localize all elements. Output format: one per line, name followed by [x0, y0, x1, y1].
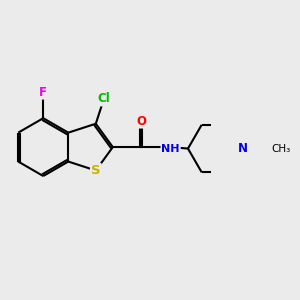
Text: CH₃: CH₃ — [271, 144, 290, 154]
Text: O: O — [137, 115, 147, 128]
Text: N: N — [238, 142, 248, 155]
Text: F: F — [39, 86, 47, 99]
Text: NH: NH — [161, 144, 180, 154]
Text: S: S — [91, 164, 100, 177]
Text: Cl: Cl — [98, 92, 110, 106]
